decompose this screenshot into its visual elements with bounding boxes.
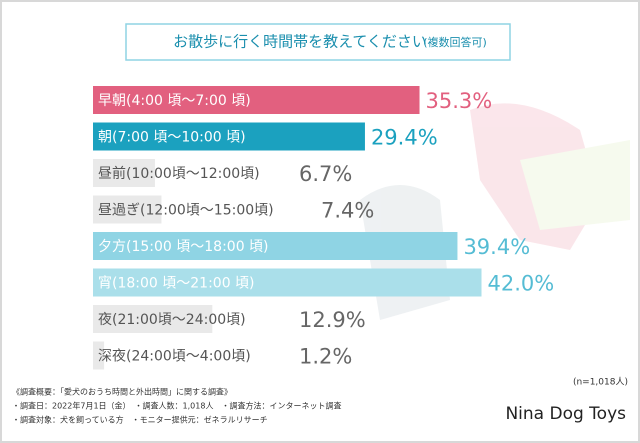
bar (93, 122, 365, 151)
category-label: 宵(18:00 頃〜21:00 頃) (98, 275, 255, 292)
title-box (125, 23, 511, 61)
value-label: 12.9% (299, 308, 366, 332)
category-label: 朝(7:00 頃〜10:00 頃) (98, 130, 246, 146)
bar (93, 305, 213, 333)
footnote: ・調査対象：犬を飼っている方 ・モニター提供元：ゼネラルリサーチ (12, 415, 268, 425)
bar (93, 86, 420, 114)
category-label: 夜(21:00頃〜24:00頃) (98, 312, 246, 328)
value-label: 6.7% (299, 162, 352, 186)
category-label: 昼過ぎ(12:00頃〜15:00頃) (98, 203, 274, 219)
value-label: 42.0% (488, 272, 555, 296)
value-label: 1.2% (299, 345, 352, 369)
chart-title: お散歩に行く時間帯を教えてください (173, 33, 427, 51)
category-label: 昼前(10:00頃〜12:00頃) (98, 165, 260, 182)
category-label: 早朝(4:00 頃〜7:00 頃) (98, 93, 251, 109)
bar (93, 159, 155, 187)
category-label: 深夜(24:00頃〜4:00頃) (98, 349, 251, 365)
value-label: 7.4% (321, 199, 374, 223)
category-label: 夕方(15:00 頃〜18:00 頃) (98, 239, 269, 255)
bar (93, 341, 105, 370)
bar (93, 195, 162, 224)
value-label: 39.4% (463, 235, 530, 259)
value-label: 29.4% (371, 126, 438, 150)
bar (93, 268, 482, 297)
footnote: 《調査概要：「愛犬のおうち時間と外出時間」に関する調査》 (12, 387, 232, 397)
value-label: 35.3% (426, 89, 493, 113)
chart-subtitle: (複数回答可) (423, 35, 487, 49)
sample-note: (n=1,018人) (573, 377, 628, 388)
footnote: ・調査日：2022年7月1日（金） ・調査人数：1,018人 ・調査方法：インタ… (12, 401, 341, 411)
brand: Nina Dog Toys (505, 404, 626, 424)
bar (93, 232, 458, 260)
